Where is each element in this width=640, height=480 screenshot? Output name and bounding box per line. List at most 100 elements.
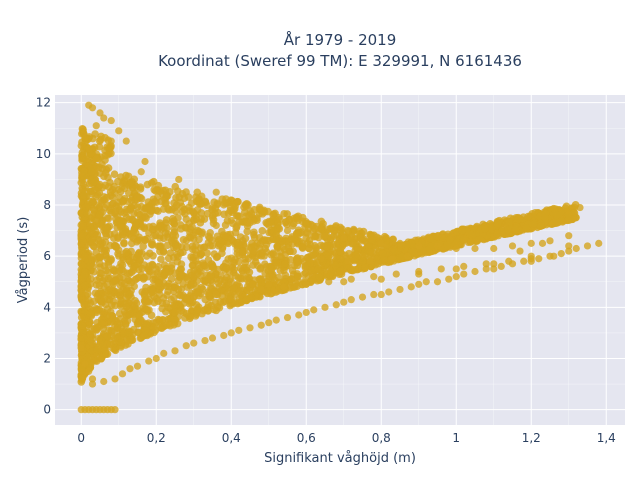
data-point (407, 283, 415, 291)
data-point (91, 130, 99, 138)
data-point (370, 290, 378, 299)
data-point (81, 360, 89, 368)
data-point (283, 226, 292, 235)
data-point (520, 257, 528, 265)
data-point (214, 236, 223, 244)
data-point (115, 186, 123, 194)
data-point (78, 322, 87, 330)
data-point (307, 259, 315, 268)
data-point (110, 277, 119, 286)
data-point (83, 209, 91, 218)
data-point (216, 276, 224, 284)
data-point (79, 191, 88, 200)
data-point (258, 249, 266, 257)
data-point (116, 292, 124, 300)
data-point (188, 242, 197, 250)
data-point (208, 334, 217, 342)
data-point (107, 301, 116, 309)
data-point (325, 278, 333, 286)
data-point (415, 242, 423, 250)
data-point (104, 286, 113, 295)
data-point (111, 406, 119, 414)
data-point (125, 215, 133, 223)
data-point (206, 270, 215, 279)
data-point (340, 298, 348, 306)
y-tick-label: 10 (36, 147, 51, 161)
y-tick-label: 6 (43, 249, 51, 263)
data-point (288, 266, 297, 275)
data-point (564, 210, 573, 219)
data-point (238, 237, 247, 245)
data-point (136, 255, 144, 264)
data-point (107, 318, 116, 326)
data-point (242, 275, 251, 283)
data-point (95, 137, 104, 145)
data-point (78, 261, 87, 270)
data-point (102, 350, 110, 359)
data-point (162, 193, 171, 201)
data-point (358, 293, 367, 301)
data-point (190, 273, 198, 281)
data-point (471, 267, 479, 276)
data-point (473, 236, 482, 245)
data-point (301, 263, 310, 272)
data-point (527, 255, 535, 263)
data-point (131, 296, 139, 305)
data-point (294, 216, 302, 225)
data-point (321, 232, 329, 240)
data-point (177, 270, 186, 279)
data-point (126, 365, 134, 373)
data-point (96, 242, 104, 250)
data-point (107, 116, 115, 125)
data-point (295, 311, 303, 319)
data-point (123, 337, 131, 345)
x-axis-ticks: 0 0,2 0,4 0,6 0,8 1 1,2 1,4 (77, 431, 615, 445)
data-point (85, 367, 93, 375)
x-tick-label: 1,4 (597, 431, 616, 445)
data-point (242, 263, 251, 272)
data-point (92, 122, 100, 130)
data-point (366, 257, 374, 265)
data-point (269, 250, 278, 259)
data-point (287, 275, 295, 283)
x-tick-label: 1 (452, 431, 460, 445)
data-point (183, 295, 191, 304)
data-point (565, 242, 573, 250)
data-point (93, 231, 102, 239)
data-point (100, 274, 109, 283)
data-point (78, 156, 86, 165)
data-point (272, 258, 280, 267)
data-point (200, 215, 209, 223)
data-point (162, 216, 171, 224)
data-point (550, 252, 558, 260)
data-point (276, 252, 284, 260)
data-point (90, 242, 98, 251)
data-point (152, 354, 160, 363)
data-point (504, 226, 512, 234)
data-point (260, 208, 269, 216)
data-point (87, 253, 95, 261)
data-point (370, 273, 378, 281)
x-tick-label: 0,4 (222, 431, 241, 445)
data-point (366, 248, 375, 256)
x-tick-label: 1,2 (522, 431, 541, 445)
data-point (336, 267, 345, 276)
data-point (272, 316, 280, 324)
data-point (250, 247, 258, 255)
data-point (78, 138, 86, 146)
data-point (188, 222, 196, 231)
data-point (222, 264, 231, 273)
data-point (167, 296, 175, 304)
data-point (218, 249, 226, 258)
data-point (149, 287, 157, 296)
data-point (96, 253, 104, 261)
data-point (396, 285, 404, 294)
data-point (90, 178, 98, 186)
data-point (156, 234, 164, 242)
y-tick-label: 2 (43, 351, 51, 365)
data-point (111, 214, 120, 223)
data-point (427, 242, 436, 251)
data-point (246, 219, 254, 227)
data-point (317, 241, 325, 250)
data-point (196, 249, 205, 258)
